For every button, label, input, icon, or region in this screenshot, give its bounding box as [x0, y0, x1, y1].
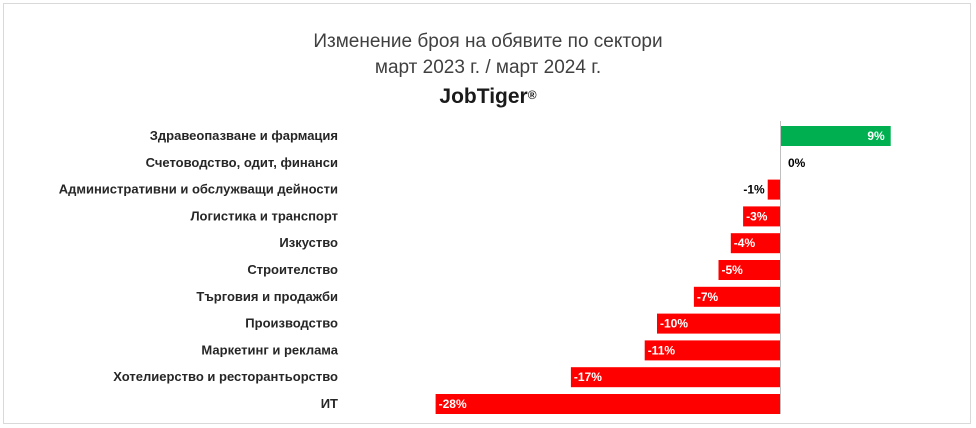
category-label: ИТ	[321, 396, 338, 411]
chart-subtitle: март 2023 г. / март 2024 г.	[374, 57, 602, 78]
bar	[718, 260, 780, 280]
brand-logo: JobTiger®	[0, 84, 976, 110]
data-label: -7%	[697, 290, 719, 304]
bar	[693, 286, 780, 307]
chart-title: Изменение броя на обявите по сектори	[313, 31, 663, 52]
data-label: -4%	[734, 236, 756, 250]
category-label: Маркетинг и реклама	[201, 342, 338, 357]
bar	[570, 367, 780, 388]
category-label: Счетоводство, одит, финанси	[146, 155, 338, 170]
category-label: Производство	[245, 316, 338, 331]
category-label: Строителство	[247, 262, 338, 277]
bar	[767, 179, 780, 200]
data-label: -3%	[746, 209, 768, 223]
data-label: -28%	[439, 397, 467, 411]
bar	[780, 126, 891, 146]
bar	[435, 394, 780, 414]
chart-frame	[3, 3, 971, 424]
category-label: Логистика и транспорт	[190, 208, 338, 223]
data-label: -1%	[743, 183, 765, 197]
data-label: -11%	[648, 343, 676, 357]
category-label: Хотелиерство и ресторантьорство	[113, 369, 338, 384]
data-label: -5%	[722, 263, 744, 277]
category-label: Търговия и продажби	[196, 289, 338, 304]
data-label: -17%	[574, 370, 602, 384]
category-label: Изкуство	[279, 235, 338, 250]
bar	[730, 233, 780, 254]
category-label: Административни и обслужващи дейности	[59, 182, 338, 197]
bar	[644, 340, 780, 361]
brand-name: JobTiger	[439, 85, 528, 108]
brand-registered-mark: ®	[527, 88, 537, 102]
bar	[743, 206, 780, 227]
data-label: -10%	[660, 317, 688, 331]
category-label: Здравеопазване и фармация	[150, 128, 338, 143]
data-label: 9%	[867, 129, 885, 143]
data-label: 0%	[788, 156, 806, 170]
bar	[657, 313, 780, 334]
